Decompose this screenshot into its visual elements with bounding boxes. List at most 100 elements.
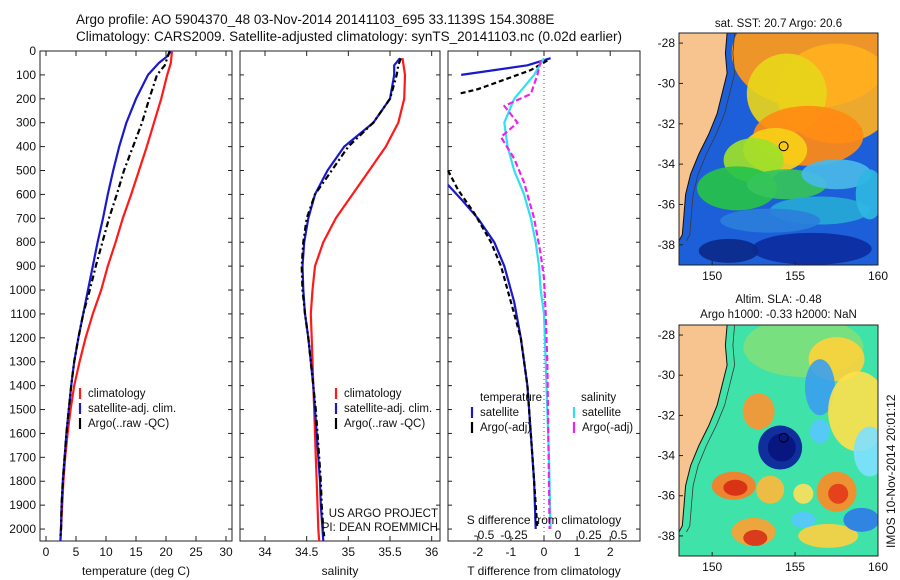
legend-header-salinity: salinity — [581, 392, 616, 404]
difference-series-5 — [499, 60, 551, 530]
project-annotation: US ARGO PROJECT — [329, 508, 438, 520]
y-tick-label: -32 — [658, 408, 676, 422]
top-tick-label: 0.5 — [611, 528, 628, 542]
sst-blob — [751, 232, 872, 265]
sst-blob — [801, 159, 872, 190]
sst_map-content — [679, 33, 878, 265]
y-tick-label: -36 — [658, 489, 676, 503]
y-tick-label: 1800 — [9, 474, 36, 488]
y-tick-label: -38 — [658, 238, 676, 252]
top-tick-label: -0.5 — [474, 528, 495, 542]
temperature-series-1 — [59, 50, 172, 542]
salinity-panel: 34 34.5 35 35.5 36 salinity climatology satelli… — [239, 50, 441, 578]
top-tick-label: -0.25 — [500, 528, 528, 542]
sla-blob — [756, 475, 785, 504]
sla-blob — [791, 511, 816, 528]
x-tick-label: 0 — [43, 545, 50, 559]
legend-label: satellite-adj. clim. — [344, 403, 432, 415]
sst-blob — [855, 169, 878, 220]
y-tick-label: 1100 — [10, 307, 36, 321]
temperature-series-2 — [59, 50, 171, 537]
x-tick-label: 10 — [99, 545, 113, 559]
salinity-series-2 — [300, 57, 402, 537]
sla-blob — [853, 426, 878, 477]
legend-label: Argo(..raw -QC) — [88, 418, 169, 430]
legend-label: Argo(..raw -QC) — [344, 418, 425, 430]
difference-series-0 — [461, 57, 551, 76]
difference-xlabel: T difference from climatology — [467, 564, 621, 578]
legend-label: climatology — [344, 388, 402, 400]
sla-blob — [843, 507, 878, 532]
top-tick-label: 0.25 — [578, 528, 602, 542]
y-tick-label: 1200 — [9, 331, 36, 345]
land-australia — [679, 33, 728, 242]
y-tick-label: 1000 — [9, 283, 36, 297]
difference-series-2 — [457, 59, 548, 96]
y-tick-label: 1700 — [9, 450, 36, 464]
y-tick-label: 1900 — [9, 498, 36, 512]
map-title-line1: Altim. SLA: -0.48 — [735, 294, 821, 306]
y-tick-label: 900 — [16, 259, 36, 273]
legend-label: Argo(-adj) — [582, 422, 633, 434]
y-tick-label: 400 — [16, 140, 36, 154]
y-tick-label: 1600 — [9, 426, 36, 440]
x-tick-label: 34.5 — [295, 545, 319, 559]
argo-float-marker — [778, 432, 789, 443]
sla-blob — [743, 529, 768, 546]
x-tick-label: 155 — [785, 269, 805, 283]
salinity-series-0 — [309, 58, 407, 542]
y-tick-label: -30 — [658, 76, 676, 90]
y-tick-label: 200 — [16, 92, 36, 106]
x-tick-label: 0 — [541, 545, 548, 559]
sla-blob — [767, 433, 796, 462]
x-tick-label: 1 — [574, 545, 581, 559]
x-tick-label: 25 — [189, 545, 203, 559]
map-title: sat. SST: 20.7 Argo: 20.6 — [715, 18, 842, 30]
sla-blob — [828, 483, 849, 504]
y-tick-label: -32 — [658, 117, 676, 131]
difference-panel: -2 -1 0 1 2T difference from climatologytemp… — [447, 50, 641, 578]
y-tick-label: 100 — [16, 68, 36, 82]
legend-label: satellite — [480, 407, 519, 419]
y-tick-label: 1500 — [9, 403, 36, 417]
sst_map-panel: 150 155 160 -28 -30 -32 -34 -36 -38 sat. SST: 20.… — [658, 18, 889, 283]
figure-title-line2: Climatology: CARS2009. Satellite-adjuste… — [76, 29, 623, 44]
x-tick-label: 35.5 — [378, 545, 402, 559]
difference-top-xlabel: S difference from climatology — [467, 513, 622, 527]
x-tick-label: 30 — [219, 545, 233, 559]
land-australia — [679, 325, 728, 533]
x-tick-label: 150 — [702, 560, 722, 574]
sla-blob — [723, 479, 748, 496]
sla-blob — [798, 523, 859, 548]
sla_map-content — [679, 325, 878, 556]
shelf-contour — [686, 325, 736, 533]
y-tick-label: -38 — [658, 529, 676, 543]
x-tick-label: 20 — [159, 545, 173, 559]
legend-label: satellite-adj. clim. — [88, 403, 176, 415]
y-tick-label: -36 — [658, 197, 676, 211]
difference-series-4 — [503, 57, 552, 530]
sla_map-panel: 150 155 160 -28 -30 -32 -34 -36 -38 Altim. SLA: -… — [658, 294, 889, 574]
y-tick-label: -30 — [658, 368, 676, 382]
y-tick-label: 300 — [16, 116, 36, 130]
project-annotation: PI: DEAN ROEMMICH — [322, 522, 438, 534]
x-tick-label: 15 — [129, 545, 143, 559]
y-tick-label: 700 — [16, 211, 36, 225]
legend-label: climatology — [88, 388, 146, 400]
sst_map-frame — [678, 32, 879, 266]
legend-header-temperature: temperature — [480, 392, 542, 404]
top-tick-label: 0 — [555, 528, 562, 542]
temperature-xlabel: temperature (deg C) — [82, 564, 190, 578]
legend-label: Argo(-adj) — [480, 422, 531, 434]
y-tick-label: -34 — [658, 449, 676, 463]
shelf-contour — [686, 33, 736, 241]
x-tick-label: 35 — [342, 545, 356, 559]
sla-blob — [804, 359, 835, 416]
y-tick-label: 1400 — [9, 379, 36, 393]
y-tick-label: 1300 — [9, 355, 36, 369]
x-tick-label: 2 — [607, 545, 614, 559]
x-tick-label: -2 — [472, 545, 483, 559]
x-tick-label: 150 — [702, 269, 722, 283]
x-tick-label: -1 — [506, 545, 517, 559]
